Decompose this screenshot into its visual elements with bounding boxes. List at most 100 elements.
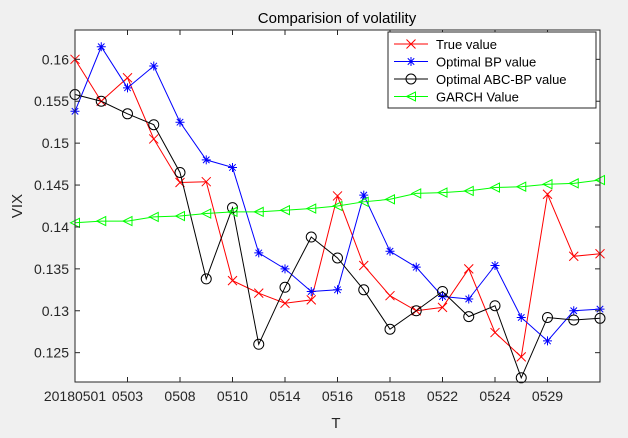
- data-point: [490, 327, 500, 338]
- data-point: [463, 185, 474, 197]
- y-tick-label: 0.135: [34, 261, 69, 277]
- data-point: [123, 83, 132, 93]
- y-tick-label: 0.15: [42, 135, 69, 151]
- data-point: [358, 260, 369, 271]
- legend-item: Optimal BP value: [394, 55, 536, 70]
- data-point: [305, 231, 317, 243]
- data-point: [489, 300, 501, 312]
- data-point: [385, 290, 395, 301]
- data-point: [254, 248, 264, 258]
- x-axis-label: T: [331, 415, 340, 432]
- data-point: [568, 314, 580, 326]
- data-point: [437, 302, 448, 313]
- x-tick-label: 0503: [112, 388, 143, 404]
- legend-label: Optimal BP value: [436, 55, 536, 70]
- data-point: [306, 286, 316, 296]
- x-tick-label: 0516: [322, 388, 353, 404]
- y-tick-label: 0.14: [42, 219, 69, 235]
- data-point: [332, 252, 343, 264]
- legend-box: [387, 31, 597, 109]
- data-point: [201, 176, 212, 187]
- data-point: [463, 264, 474, 274]
- x-tick-label: 0524: [479, 388, 510, 404]
- data-point: [541, 178, 553, 190]
- legend-marker: [406, 39, 416, 49]
- data-point: [174, 210, 185, 222]
- data-point: [359, 190, 369, 200]
- data-point: [148, 119, 160, 131]
- data-point: [516, 312, 526, 322]
- data-point: [253, 206, 264, 218]
- y-tick-label: 0.125: [34, 345, 69, 361]
- legend-marker: [405, 73, 417, 85]
- data-point: [306, 295, 317, 305]
- legend-item: True value: [394, 37, 497, 52]
- data-point: [253, 338, 265, 350]
- y-axis-label: VIX: [9, 194, 26, 218]
- chart-title: Comparision of volatility: [258, 10, 417, 27]
- series-line: [74, 179, 601, 224]
- data-point: [280, 264, 290, 274]
- series-line: [74, 94, 601, 380]
- data-point: [542, 311, 553, 323]
- data-point: [149, 61, 159, 71]
- data-point: [148, 211, 159, 223]
- legend-label: GARCH Value: [436, 90, 519, 105]
- y-tick-label: 0.13: [42, 303, 69, 319]
- legend-marker: [406, 57, 416, 66]
- x-tick-label: 0529: [532, 388, 563, 404]
- data-point: [200, 208, 212, 219]
- data-point: [200, 273, 212, 285]
- data-point: [568, 178, 579, 189]
- x-tick-label: 0518: [374, 388, 405, 404]
- series-4: [69, 174, 605, 229]
- data-point: [174, 166, 186, 178]
- data-point: [95, 215, 107, 227]
- data-point: [410, 305, 422, 317]
- legend-item: Optimal ABC-BP value: [394, 72, 567, 87]
- data-point: [332, 191, 343, 201]
- data-point: [333, 285, 342, 295]
- data-point: [542, 189, 553, 200]
- data-point: [95, 95, 107, 107]
- data-point: [384, 193, 395, 205]
- data-point: [436, 187, 448, 198]
- data-point: [358, 284, 370, 296]
- legend-item: GARCH Value: [394, 90, 519, 105]
- x-tick-label: 0514: [269, 388, 300, 404]
- series-1: [70, 54, 605, 362]
- data-point: [384, 323, 396, 335]
- legend-label: True value: [436, 37, 497, 52]
- data-point: [358, 196, 369, 208]
- data-point: [227, 275, 238, 286]
- data-point: [489, 182, 500, 193]
- data-point: [568, 251, 579, 262]
- data-point: [122, 108, 133, 120]
- x-tick-label: 0510: [217, 388, 248, 404]
- data-point: [437, 285, 448, 297]
- data-point: [148, 134, 159, 144]
- data-point: [464, 294, 474, 304]
- data-point: [121, 215, 133, 227]
- data-point: [228, 162, 237, 172]
- data-point: [305, 203, 317, 214]
- data-point: [280, 298, 290, 309]
- data-point: [331, 200, 343, 212]
- data-point: [253, 288, 264, 299]
- data-point: [96, 42, 106, 52]
- x-tick-label: 20180501: [44, 388, 107, 404]
- y-tick-label: 0.16: [42, 51, 69, 67]
- data-point: [279, 281, 291, 293]
- data-point: [463, 311, 475, 323]
- y-tick-label: 0.155: [34, 93, 69, 109]
- data-point: [122, 72, 133, 83]
- legend: True value Optimal BP value Optimal ABC-BP…: [387, 31, 597, 109]
- data-point: [175, 117, 185, 127]
- data-point: [226, 206, 238, 218]
- legend-label: Optimal ABC-BP value: [436, 72, 567, 87]
- y-tick-label: 0.145: [34, 177, 69, 193]
- x-tick-label: 0522: [427, 388, 458, 404]
- data-point: [569, 306, 579, 316]
- data-point: [279, 204, 290, 216]
